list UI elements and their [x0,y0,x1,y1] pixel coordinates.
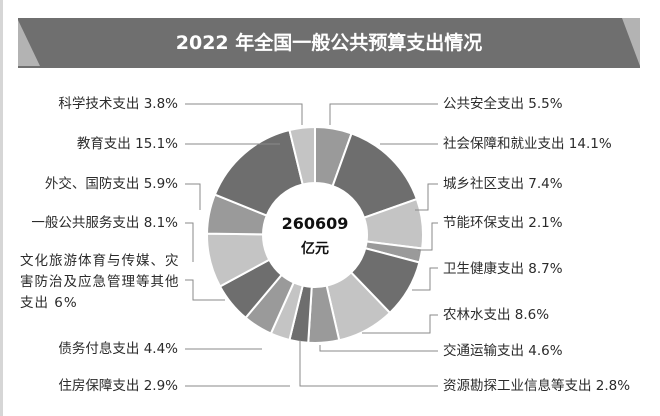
label-urban-rural: 城乡社区支出 7.4% [443,176,563,192]
leader-line [185,222,194,262]
leader-line [362,314,438,334]
label-agriculture: 农林水支出 8.6% [443,307,550,323]
label-debt-interest: 债务付息支出 4.4% [58,341,178,357]
total-value: 260609 [281,214,349,233]
label-resources-industry: 资源勘探工业信息等支出 2.8% [443,378,631,394]
leader-line [319,345,438,352]
label-social-security: 社会保障和就业支出 14.1% [443,136,612,152]
total-unit: 亿元 [301,241,329,257]
donut-hole [263,183,367,287]
label-public-security: 公共安全支出 5.5% [443,96,563,112]
label-science-tech: 科学技术支出 3.8% [58,96,178,112]
label-health: 卫生健康支出 8.7% [443,261,563,277]
leader-line [415,183,438,211]
leader-line [185,279,225,301]
label-transportation: 交通运输支出 4.6% [443,343,563,359]
title-banner: 2022 年全国一般公共预算支出情况 [18,18,640,68]
leader-line [412,267,438,291]
label-general-public-services: 一般公共服务支出 8.1% [31,215,178,231]
leader-line [185,183,201,210]
label-housing: 住房保障支出 2.9% [58,378,178,394]
label-culture-other: 文化旅游体育与传媒、灾害防治及应急管理等其他支出 6% [20,253,180,311]
leader-line [418,222,438,251]
page-left-border [0,0,3,416]
label-energy-environment: 节能环保支出 2.1% [443,215,563,231]
label-diplomacy-defense: 外交、国防支出 5.9% [44,176,178,192]
label-education: 教育支出 15.1% [76,136,178,152]
leader-line [329,103,438,125]
leader-line [185,103,303,125]
leader-line [299,340,438,387]
chart-title: 2022 年全国一般公共预算支出情况 [175,32,483,54]
banner-shape [18,18,640,68]
